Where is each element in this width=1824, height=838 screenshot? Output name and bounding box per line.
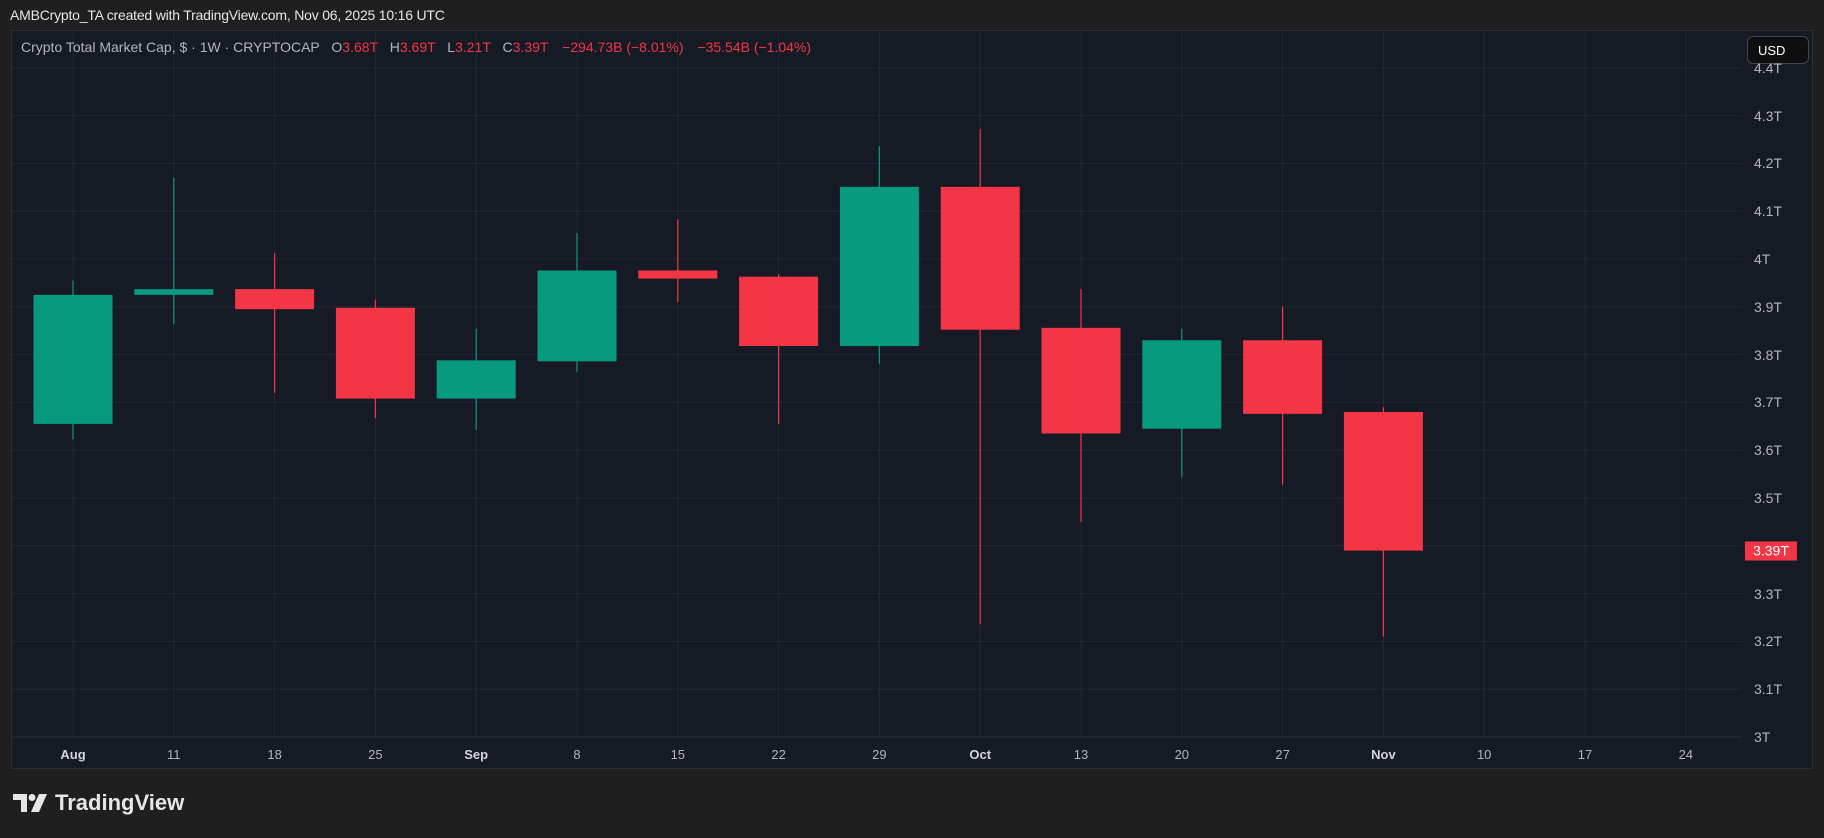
change-value-secondary: −35.54B (−1.04%) <box>697 39 812 55</box>
high-label: H <box>389 39 400 55</box>
chart-legend: Crypto Total Market Cap, $ · 1W · CRYPTO… <box>21 39 811 55</box>
y-tick-label: 4.3T <box>1754 107 1783 124</box>
close-value: 3.39T <box>512 39 549 55</box>
candle-body <box>739 276 819 346</box>
candle[interactable] <box>940 128 1020 625</box>
candle[interactable] <box>235 253 315 393</box>
y-tick-label: 3.7T <box>1754 394 1783 411</box>
candle-body <box>1041 327 1121 434</box>
candle-body <box>1142 340 1222 429</box>
x-tick-label: 13 <box>1073 747 1089 762</box>
x-tick-label: Sep <box>464 747 489 762</box>
open-label: O <box>331 39 343 55</box>
candle-body <box>335 307 415 399</box>
tradingview-logo-icon <box>13 794 47 812</box>
candle[interactable] <box>1142 328 1222 478</box>
chart-panel[interactable]: Crypto Total Market Cap, $ · 1W · CRYPTO… <box>11 30 1813 769</box>
open-value: 3.68T <box>342 39 378 55</box>
y-tick-label: 4T <box>1754 251 1771 267</box>
y-tick-label: 3T <box>1754 729 1771 745</box>
close-label: C <box>502 39 513 55</box>
candle-body <box>940 186 1020 330</box>
candle[interactable] <box>739 274 819 424</box>
candle-body <box>235 289 315 310</box>
x-tick-label: 18 <box>267 747 282 762</box>
x-tick-label: Nov <box>1371 747 1396 762</box>
candle[interactable] <box>33 280 113 440</box>
candle-body <box>134 289 214 295</box>
x-tick-label: 24 <box>1678 747 1694 762</box>
symbol-title[interactable]: Crypto Total Market Cap, $ · 1W · CRYPTO… <box>21 39 320 55</box>
y-tick-label: 3.5T <box>1754 490 1783 506</box>
candle[interactable] <box>436 328 516 431</box>
x-tick-label: 25 <box>368 747 383 762</box>
tradingview-wordmark: TradingView <box>55 790 185 815</box>
x-tick-label: 27 <box>1275 747 1290 762</box>
y-tick-label: 3.9T <box>1754 298 1783 315</box>
candle[interactable] <box>537 233 617 372</box>
x-tick-label: 17 <box>1577 747 1593 762</box>
change-value: −294.73B (−8.01%) <box>562 39 684 55</box>
candle[interactable] <box>839 146 919 364</box>
y-tick-label: 4.2T <box>1754 155 1783 172</box>
x-tick-label: 15 <box>670 747 686 762</box>
y-tick-label: 3.1T <box>1754 681 1783 698</box>
candle[interactable] <box>335 299 415 419</box>
low-label: L <box>447 39 456 55</box>
candle[interactable] <box>1343 407 1423 637</box>
y-tick-label: 3.2T <box>1754 633 1783 650</box>
low-value: 3.21T <box>455 39 491 55</box>
y-tick-label: 4.4T <box>1754 59 1783 76</box>
candle-body <box>1243 340 1323 414</box>
last-price-tag: 3.39T <box>1745 541 1797 561</box>
candle[interactable] <box>1243 306 1323 485</box>
x-tick-label: 20 <box>1174 747 1190 762</box>
attribution-text: AMBCrypto_TA created with TradingView.co… <box>10 7 445 23</box>
x-tick-label: Aug <box>60 747 86 762</box>
candle[interactable] <box>1041 289 1121 522</box>
candle[interactable] <box>638 219 718 303</box>
candle-body <box>537 270 617 362</box>
x-tick-label: 22 <box>771 747 786 762</box>
candle-body <box>436 360 516 399</box>
x-tick-label: Oct <box>969 747 992 762</box>
candle-body <box>839 186 919 346</box>
candle-body <box>638 270 718 279</box>
candle-body <box>1343 411 1423 551</box>
y-tick-label: 3.6T <box>1754 442 1783 459</box>
high-value: 3.69T <box>399 39 436 55</box>
x-tick-label: 10 <box>1476 747 1492 762</box>
x-tick-label: 11 <box>167 747 181 762</box>
y-tick-label: 3.8T <box>1754 346 1783 363</box>
x-tick-label: 29 <box>872 747 887 762</box>
tradingview-logo: TradingView <box>13 790 184 816</box>
y-tick-label: 4.1T <box>1754 203 1783 220</box>
x-tick-label: 8 <box>573 747 581 762</box>
candle-body <box>33 294 113 424</box>
y-tick-label: 3.3T <box>1754 585 1783 602</box>
candle[interactable] <box>134 177 214 325</box>
currency-button[interactable]: USD <box>1747 36 1809 64</box>
candlestick-chart[interactable] <box>12 31 1813 769</box>
